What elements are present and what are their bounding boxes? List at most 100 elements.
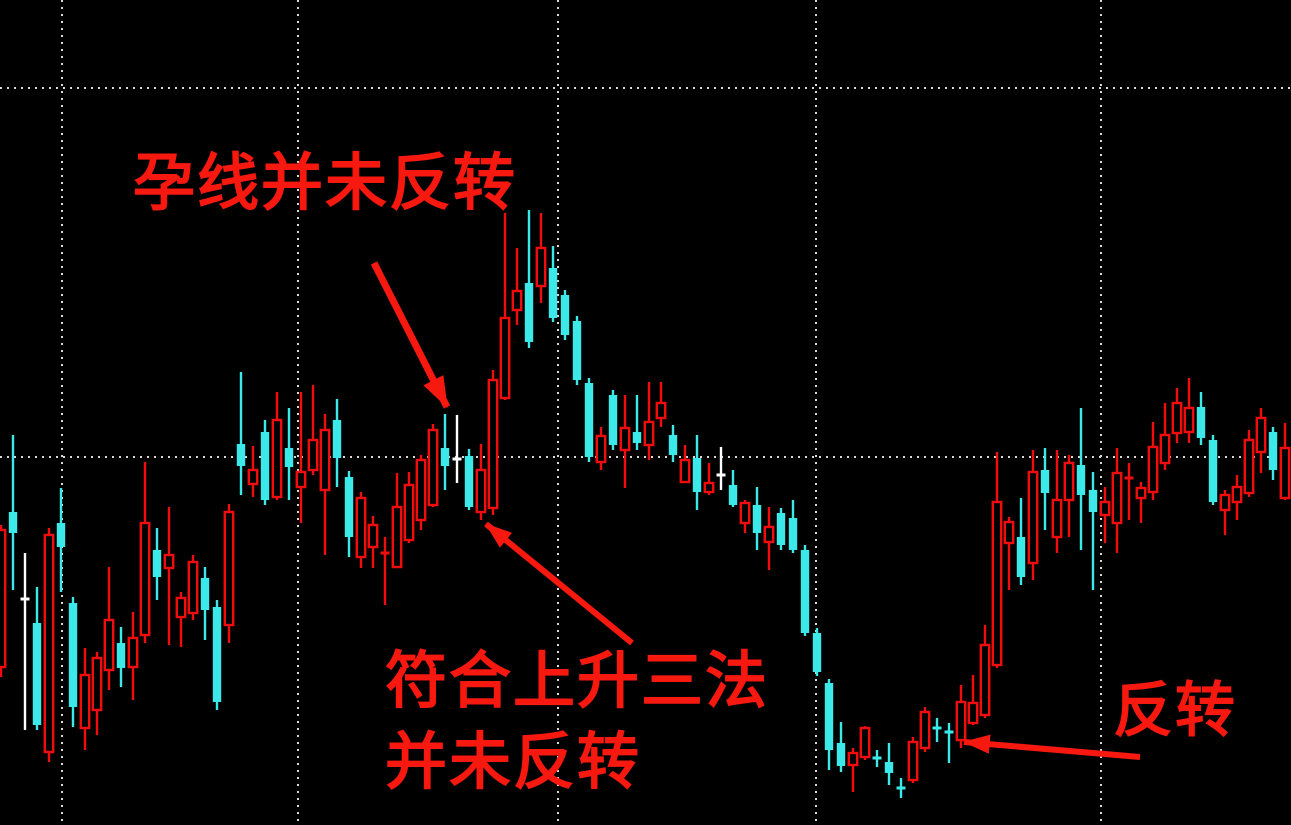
- candle-body-hollow: [1147, 445, 1159, 494]
- rising-three-arrow: [484, 521, 634, 646]
- candle: [391, 473, 403, 569]
- candle-body-hollow: [319, 428, 331, 492]
- candle: [1231, 475, 1243, 520]
- candle: [200, 567, 210, 640]
- candle-body-hollow: [1231, 485, 1243, 504]
- candle-body-hollow: [1051, 498, 1063, 539]
- candle-body-hollow: [619, 426, 631, 452]
- candle-body-filled: [836, 743, 846, 766]
- candle-body-filled: [1016, 537, 1026, 577]
- candle-body-hollow: [1099, 500, 1111, 517]
- candle-body-hollow: [1219, 493, 1231, 512]
- candle-body-filled: [752, 505, 762, 533]
- candle: [139, 462, 151, 643]
- candle-body-hollow: [655, 401, 667, 420]
- candle: [127, 612, 139, 700]
- candle: [1268, 427, 1278, 480]
- candle: [1088, 472, 1098, 590]
- candle: [752, 487, 762, 550]
- candle-body-hollow: [595, 434, 607, 464]
- candle-body-hollow: [43, 533, 55, 754]
- candle-body-filled: [1040, 470, 1050, 493]
- candle-body-hollow: [979, 643, 991, 717]
- candle: [1171, 388, 1183, 443]
- candle: [499, 213, 511, 400]
- candle-body-hollow: [175, 596, 187, 619]
- candle: [679, 445, 691, 484]
- candle-body-filled: [812, 633, 822, 672]
- rising-three-label: 符合上升三法 并未反转: [385, 641, 769, 802]
- candle: [380, 537, 390, 605]
- candle-body-filled: [284, 448, 294, 467]
- candle: [703, 463, 715, 495]
- candle: [307, 385, 319, 475]
- reversal-label: 反转: [1113, 672, 1237, 750]
- candle: [716, 447, 726, 490]
- candle: [1099, 487, 1111, 543]
- candle-body-hollow: [403, 483, 415, 542]
- candle-body-hollow: [1063, 461, 1075, 502]
- candle: [967, 675, 979, 725]
- candle: [884, 743, 894, 785]
- candle: [524, 210, 534, 348]
- candle: [763, 507, 775, 570]
- candle: [728, 470, 738, 507]
- candle-body-hollow: [391, 505, 403, 569]
- candle-body-filled: [560, 295, 570, 335]
- candle: [43, 528, 55, 762]
- candle-body-hollow: [91, 656, 103, 712]
- candle: [955, 685, 967, 748]
- candle-body-hollow: [1243, 438, 1255, 495]
- candle: [991, 452, 1003, 668]
- candle-body-filled: [1268, 432, 1278, 470]
- candle: [1111, 448, 1123, 553]
- candle: [260, 420, 270, 505]
- candle-body-hollow: [367, 523, 379, 549]
- candle-body-hollow: [1255, 416, 1267, 454]
- candle: [872, 750, 882, 767]
- candle: [1040, 448, 1050, 530]
- candle: [608, 390, 618, 450]
- candle-body-hollow: [271, 418, 283, 499]
- candle-body-hollow: [295, 470, 307, 489]
- candle-body-hollow: [847, 751, 859, 767]
- candle: [247, 446, 259, 497]
- candle: [776, 508, 786, 550]
- candle: [355, 492, 367, 568]
- candle-body-hollow: [355, 496, 367, 559]
- candle-body-filled: [464, 456, 474, 507]
- candle: [847, 748, 859, 792]
- candle-body-filled: [8, 512, 18, 533]
- candle-body-hollow: [1003, 520, 1015, 545]
- candle-body-filled: [68, 603, 78, 707]
- candle: [103, 567, 115, 690]
- candle-body-filled: [728, 485, 738, 505]
- candle: [692, 435, 702, 510]
- candle-body-hollow: [79, 673, 91, 730]
- candle: [332, 399, 342, 487]
- candle: [1279, 423, 1291, 500]
- candle: [79, 648, 91, 750]
- candle-body-filled: [260, 432, 270, 500]
- candle-body-filled: [1208, 440, 1218, 502]
- candle-body-filled: [1088, 490, 1098, 512]
- candle: [344, 471, 354, 557]
- candle: [56, 488, 66, 592]
- candle-body-filled: [152, 550, 162, 577]
- candle: [284, 408, 294, 500]
- candle: [1208, 435, 1218, 505]
- candle: [415, 455, 427, 530]
- candle-body-filled: [236, 444, 246, 466]
- candle: [836, 722, 846, 772]
- candle-body-hollow: [967, 701, 979, 725]
- candle: [152, 528, 162, 600]
- candle: [896, 778, 906, 798]
- candle: [464, 449, 474, 510]
- candle: [91, 652, 103, 735]
- candle: [812, 628, 822, 676]
- candle: [319, 414, 331, 555]
- candle-body-hollow: [1183, 406, 1195, 434]
- candle: [68, 597, 78, 727]
- candle-body-filled: [32, 623, 42, 725]
